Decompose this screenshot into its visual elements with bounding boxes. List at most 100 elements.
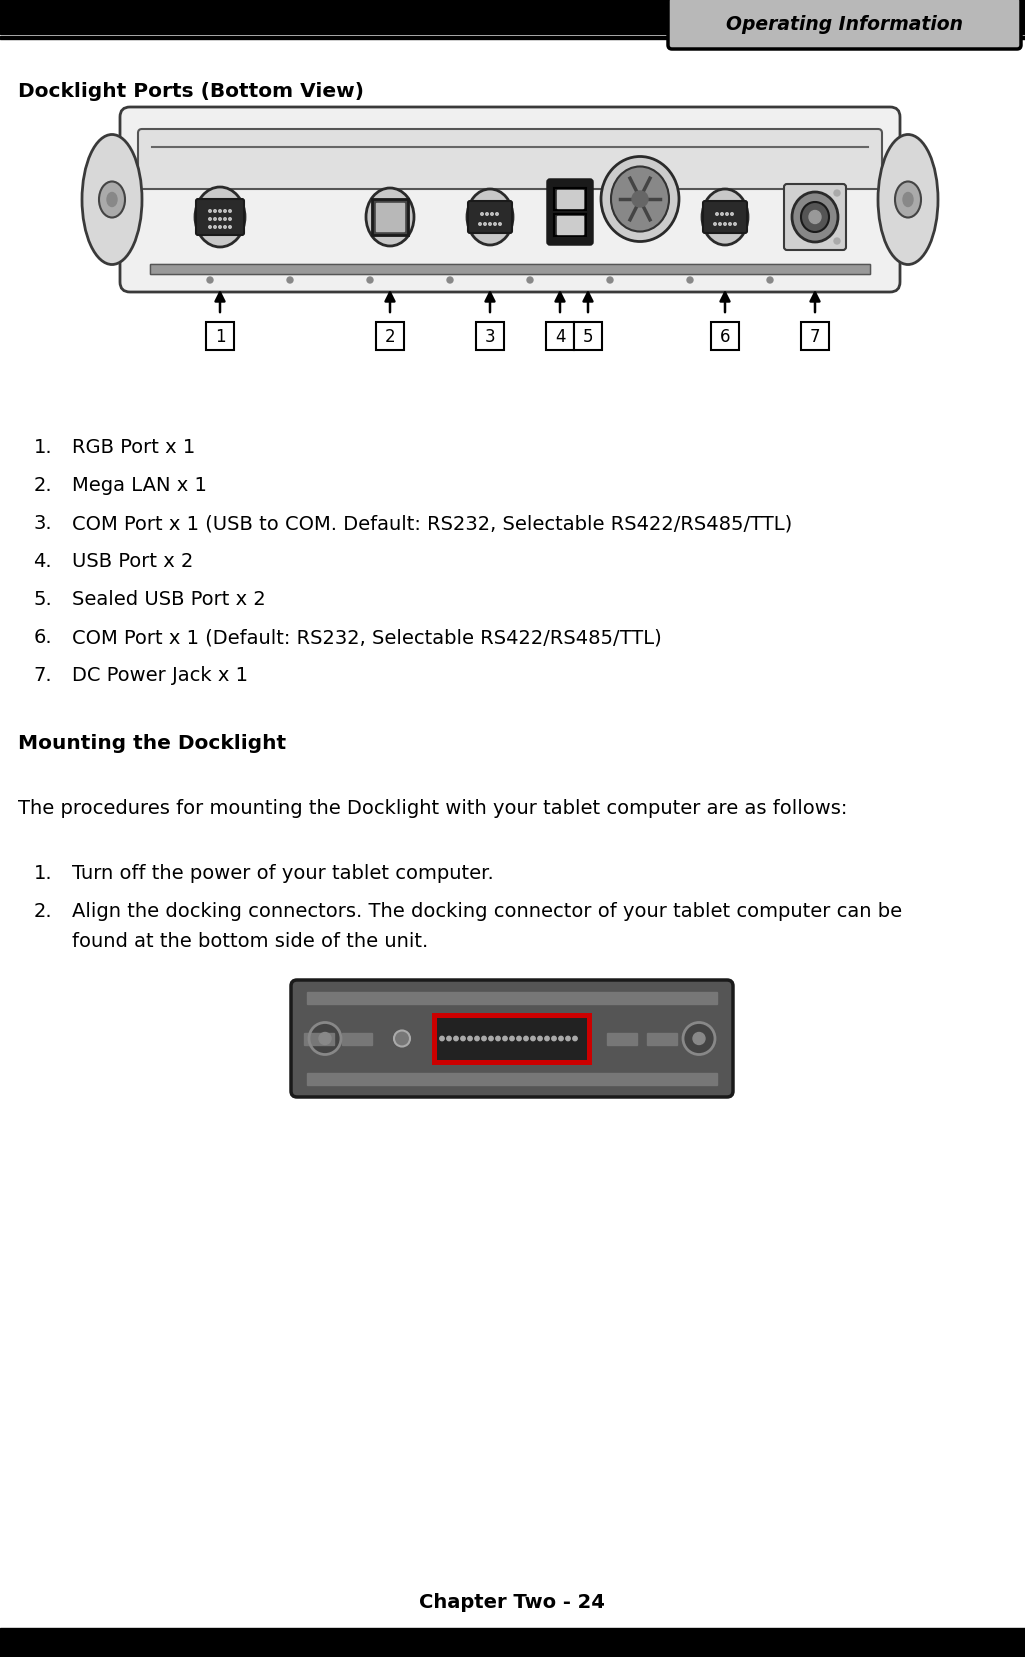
Circle shape xyxy=(683,1022,715,1056)
Bar xyxy=(554,215,586,237)
Bar xyxy=(0,1629,1025,1632)
Text: Sealed USB Port x 2: Sealed USB Port x 2 xyxy=(72,590,265,608)
Text: The procedures for mounting the Docklight with your tablet computer are as follo: The procedures for mounting the Dockligh… xyxy=(18,799,848,817)
Circle shape xyxy=(734,224,736,225)
Circle shape xyxy=(229,219,232,220)
Text: 1.: 1. xyxy=(34,437,52,457)
Circle shape xyxy=(467,1037,473,1041)
Circle shape xyxy=(729,224,731,225)
Circle shape xyxy=(531,1037,535,1041)
Circle shape xyxy=(491,214,493,215)
Ellipse shape xyxy=(99,182,125,219)
Bar xyxy=(711,323,739,351)
Ellipse shape xyxy=(878,136,938,265)
Circle shape xyxy=(287,278,293,283)
Circle shape xyxy=(489,224,491,225)
Circle shape xyxy=(713,224,716,225)
Circle shape xyxy=(209,210,211,214)
Circle shape xyxy=(494,224,496,225)
Circle shape xyxy=(527,278,533,283)
Circle shape xyxy=(218,219,221,220)
Bar xyxy=(557,191,583,209)
Bar xyxy=(647,1032,676,1046)
Circle shape xyxy=(503,1037,507,1041)
Ellipse shape xyxy=(82,136,142,265)
Bar xyxy=(476,323,504,351)
Circle shape xyxy=(573,1037,577,1041)
FancyBboxPatch shape xyxy=(138,129,882,191)
Ellipse shape xyxy=(195,187,245,249)
Circle shape xyxy=(207,278,213,283)
Ellipse shape xyxy=(895,182,921,219)
Circle shape xyxy=(607,278,613,283)
Bar xyxy=(801,323,829,351)
Ellipse shape xyxy=(792,192,838,244)
Text: 5.: 5. xyxy=(33,590,52,608)
Text: DC Power Jack x 1: DC Power Jack x 1 xyxy=(72,666,248,684)
Circle shape xyxy=(559,1037,563,1041)
Text: 6.: 6. xyxy=(34,628,52,646)
Circle shape xyxy=(721,214,724,215)
Text: 4.: 4. xyxy=(34,552,52,570)
Circle shape xyxy=(834,239,840,245)
FancyBboxPatch shape xyxy=(291,981,733,1097)
Ellipse shape xyxy=(601,157,679,242)
Text: Mega LAN x 1: Mega LAN x 1 xyxy=(72,476,207,495)
Text: Mounting the Docklight: Mounting the Docklight xyxy=(18,734,286,752)
Text: 1.: 1. xyxy=(34,863,52,883)
Circle shape xyxy=(687,278,693,283)
Text: 2.: 2. xyxy=(34,901,52,920)
Text: 2: 2 xyxy=(384,328,396,346)
Text: COM Port x 1 (USB to COM. Default: RS232, Selectable RS422/RS485/TTL): COM Port x 1 (USB to COM. Default: RS232… xyxy=(72,514,792,532)
Circle shape xyxy=(632,192,648,207)
Circle shape xyxy=(461,1037,465,1041)
Ellipse shape xyxy=(366,189,414,247)
Circle shape xyxy=(213,219,216,220)
FancyBboxPatch shape xyxy=(468,202,512,234)
Bar xyxy=(554,189,586,210)
Bar xyxy=(0,36,1025,40)
Circle shape xyxy=(213,227,216,229)
Bar xyxy=(372,200,408,235)
Circle shape xyxy=(447,278,453,283)
Text: 5: 5 xyxy=(583,328,593,346)
Bar xyxy=(376,204,404,232)
Bar xyxy=(372,200,408,235)
Bar xyxy=(304,1032,334,1046)
Bar xyxy=(557,217,583,235)
Text: COM Port x 1 (Default: RS232, Selectable RS422/RS485/TTL): COM Port x 1 (Default: RS232, Selectable… xyxy=(72,628,662,646)
Circle shape xyxy=(719,224,722,225)
Circle shape xyxy=(538,1037,542,1041)
Text: 7: 7 xyxy=(810,328,820,346)
FancyBboxPatch shape xyxy=(784,186,846,250)
Circle shape xyxy=(447,1037,451,1041)
Bar xyxy=(574,323,602,351)
Circle shape xyxy=(482,1037,486,1041)
Text: RGB Port x 1: RGB Port x 1 xyxy=(72,437,195,457)
Circle shape xyxy=(715,214,719,215)
Circle shape xyxy=(209,219,211,220)
FancyBboxPatch shape xyxy=(703,202,747,234)
Circle shape xyxy=(209,227,211,229)
Circle shape xyxy=(229,210,232,214)
Text: Chapter Two - 24: Chapter Two - 24 xyxy=(419,1592,605,1612)
Text: 6: 6 xyxy=(720,328,730,346)
Circle shape xyxy=(218,227,221,229)
Ellipse shape xyxy=(107,194,117,207)
Circle shape xyxy=(481,214,484,215)
Circle shape xyxy=(486,214,488,215)
Circle shape xyxy=(509,1037,515,1041)
FancyBboxPatch shape xyxy=(548,181,592,245)
Circle shape xyxy=(767,278,773,283)
Circle shape xyxy=(309,1022,341,1056)
Bar xyxy=(607,1032,637,1046)
Circle shape xyxy=(223,210,227,214)
Circle shape xyxy=(724,224,727,225)
Circle shape xyxy=(475,1037,480,1041)
Circle shape xyxy=(731,214,733,215)
Circle shape xyxy=(394,1031,410,1047)
Bar xyxy=(546,323,574,351)
Bar xyxy=(206,323,234,351)
Circle shape xyxy=(517,1037,521,1041)
Circle shape xyxy=(440,1037,444,1041)
